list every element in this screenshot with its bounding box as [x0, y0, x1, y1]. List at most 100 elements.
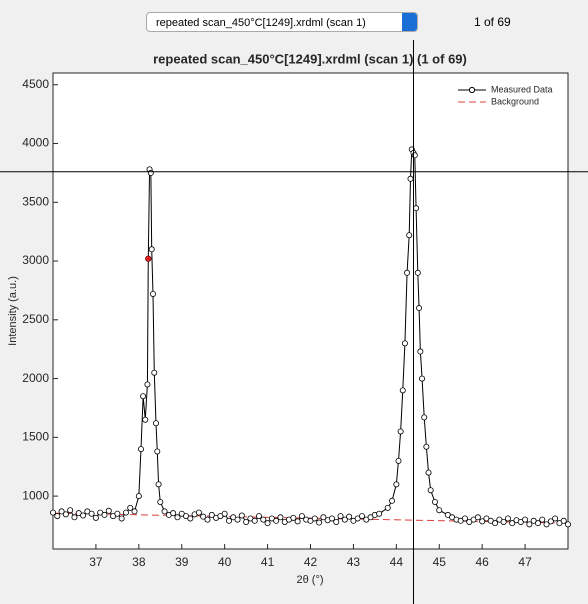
data-point	[453, 516, 460, 523]
data-point	[62, 511, 69, 518]
data-point	[358, 513, 365, 520]
data-point	[54, 513, 61, 520]
data-point	[145, 255, 152, 262]
data-point	[543, 521, 550, 528]
data-point	[137, 446, 144, 453]
data-point	[311, 515, 318, 522]
data-point	[416, 305, 423, 312]
data-point	[92, 514, 99, 521]
data-point	[303, 516, 310, 523]
data-point	[307, 517, 314, 524]
data-point	[513, 517, 520, 524]
legend-marker	[468, 86, 476, 94]
data-point	[341, 516, 348, 523]
data-point	[393, 481, 400, 488]
data-point	[354, 515, 361, 522]
data-point	[183, 513, 190, 520]
data-point	[395, 457, 402, 464]
data-point	[421, 414, 428, 421]
data-point	[522, 516, 529, 523]
data-point	[410, 149, 417, 156]
y-axis-label: Intensity (a.u.)	[7, 276, 19, 346]
data-point	[135, 493, 142, 500]
dropdown-arrow[interactable]	[402, 13, 417, 31]
data-point	[122, 509, 129, 516]
x-tick-label: 39	[175, 555, 189, 569]
data-point	[492, 520, 499, 527]
data-point	[255, 513, 262, 520]
data-point	[187, 515, 194, 522]
data-point	[517, 518, 524, 525]
data-point	[84, 508, 91, 515]
data-point	[425, 469, 432, 476]
data-point	[333, 518, 340, 525]
data-point	[346, 513, 353, 520]
data-point	[423, 443, 430, 450]
data-point	[208, 511, 215, 518]
x-tick-label: 42	[304, 555, 318, 569]
x-tick-label: 40	[218, 555, 232, 569]
data-point	[147, 169, 154, 176]
data-point	[151, 369, 158, 376]
data-point	[97, 509, 104, 516]
data-point	[146, 166, 153, 173]
data-point	[461, 515, 468, 522]
data-point	[148, 246, 155, 253]
data-point	[152, 420, 159, 427]
data-point	[149, 290, 156, 297]
data-point	[221, 510, 228, 517]
data-point	[419, 375, 426, 382]
data-point	[105, 507, 112, 514]
data-point	[67, 507, 74, 514]
data-point	[431, 498, 438, 505]
data-point	[191, 511, 198, 518]
data-point	[376, 510, 383, 517]
data-point	[75, 510, 82, 517]
chart-title: repeated scan_450°C[1249].xrdml (scan 1)…	[153, 51, 467, 66]
data-point	[509, 520, 516, 527]
data-point	[363, 516, 370, 523]
data-point	[273, 517, 280, 524]
data-point	[294, 518, 301, 525]
data-point	[417, 348, 424, 355]
x-tick-label: 47	[518, 555, 532, 569]
scan-dropdown[interactable]: repeated scan_450°C[1249].xrdml (scan 1)	[146, 12, 418, 32]
data-point	[457, 517, 464, 524]
data-point	[389, 497, 396, 504]
data-point	[144, 381, 151, 388]
legend-label: Measured Data	[491, 84, 553, 94]
y-tick-label: 1500	[22, 430, 49, 444]
data-point	[234, 516, 241, 523]
data-point	[157, 498, 164, 505]
data-point	[50, 509, 57, 516]
data-point	[131, 508, 138, 515]
data-point	[316, 519, 323, 526]
data-point	[427, 487, 434, 494]
data-point	[399, 387, 406, 394]
data-point	[406, 232, 413, 239]
data-point	[474, 514, 481, 521]
data-point	[411, 152, 418, 159]
x-tick-label: 46	[475, 555, 489, 569]
data-point	[165, 511, 172, 518]
data-point	[281, 518, 288, 525]
data-point	[251, 517, 258, 524]
data-point	[556, 520, 563, 527]
y-tick-label: 3000	[22, 253, 49, 267]
data-point	[230, 514, 237, 521]
data-point	[404, 269, 411, 276]
data-point	[200, 513, 207, 520]
data-point	[142, 416, 149, 423]
data-point	[264, 520, 271, 527]
x-tick-label: 45	[433, 555, 447, 569]
data-point	[384, 504, 391, 511]
plot-area	[52, 72, 569, 550]
data-point	[530, 517, 537, 524]
x-tick-label: 44	[390, 555, 404, 569]
data-point	[298, 513, 305, 520]
x-tick-label: 43	[347, 555, 361, 569]
data-point	[367, 514, 374, 521]
y-tick-label: 4000	[22, 136, 49, 150]
x-tick-label: 38	[132, 555, 146, 569]
data-point	[247, 515, 254, 522]
